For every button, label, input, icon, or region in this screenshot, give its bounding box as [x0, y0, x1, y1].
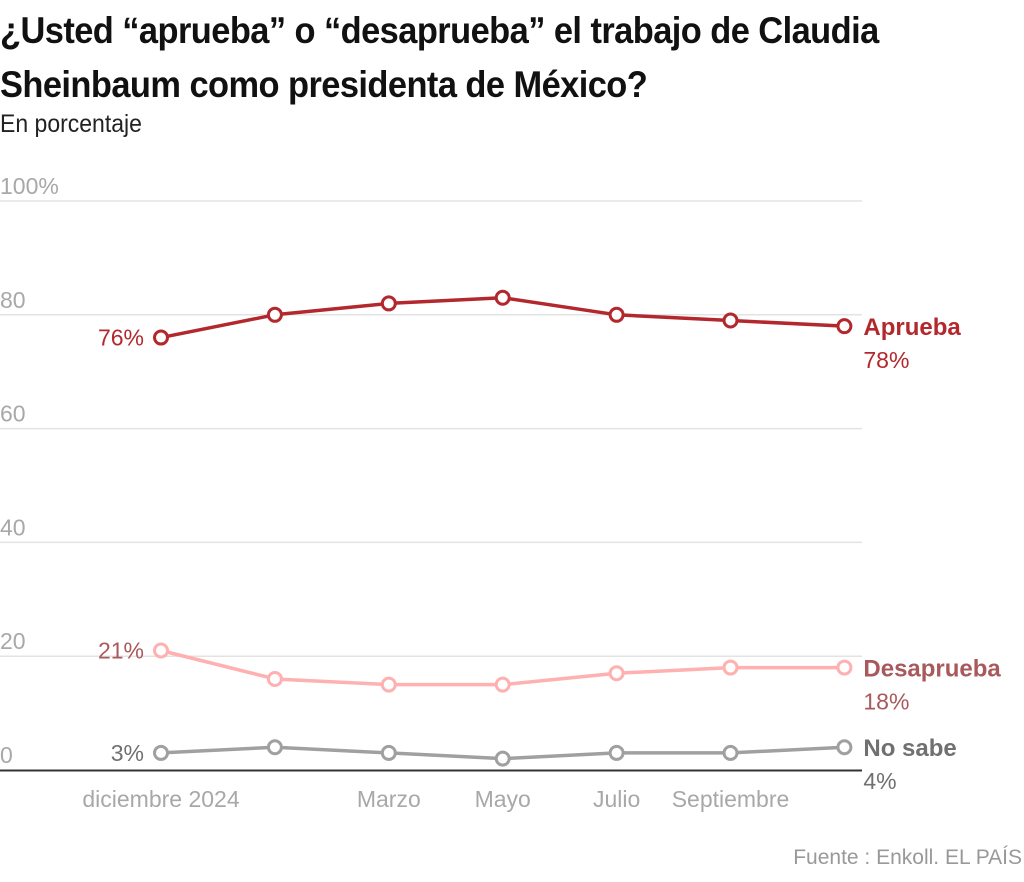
data-point — [380, 295, 397, 312]
first-value-label: 76% — [98, 325, 144, 351]
data-point — [722, 312, 739, 329]
x-tick-label: Mayo — [475, 786, 531, 812]
data-point — [153, 329, 169, 346]
data-point — [836, 318, 853, 335]
data-point — [836, 739, 853, 756]
series-group: 76% Aprueba 78% 21% Desaprueba 18% 3% No sabe 4% — [98, 289, 1001, 794]
chart-title-line-1: ¿Usted “aprueba” o “desaprueba” el traba… — [0, 10, 879, 51]
data-point — [153, 744, 169, 761]
chart-subtitle: En porcentaje — [0, 110, 142, 138]
data-point — [266, 306, 283, 323]
y-tick-label: 40 — [0, 514, 26, 540]
data-point — [494, 676, 511, 693]
data-point — [494, 750, 511, 767]
y-tick-label: 60 — [0, 401, 26, 427]
data-point — [380, 676, 397, 693]
y-tick-label: 0 — [0, 742, 13, 768]
last-value-label: 78% — [863, 347, 909, 373]
series-aprueba: 76% Aprueba 78% — [98, 289, 961, 373]
data-point — [380, 744, 397, 761]
x-axis-tick-labels: diciembre 2024 Marzo Mayo Julio Septiembre — [82, 786, 789, 812]
x-tick-label: Julio — [593, 786, 640, 812]
data-point — [153, 642, 169, 659]
y-tick-label: 20 — [0, 628, 26, 654]
series-no-sabe: 3% No sabe 4% — [111, 735, 957, 794]
chart-title: ¿Usted “aprueba” o “desaprueba” el traba… — [0, 4, 952, 112]
source-note: Fuente : Enkoll. EL PAÍS — [793, 846, 1022, 869]
y-tick-label: 100% — [0, 173, 59, 199]
y-axis-tick-labels: 0 20 40 60 80 100% — [0, 173, 59, 768]
data-point — [608, 665, 625, 682]
chart-title-line-2: Sheinbaum como presidenta de México? — [0, 64, 648, 105]
series-name-label: No sabe — [863, 735, 956, 762]
data-point — [608, 744, 625, 761]
data-point — [722, 659, 739, 676]
gridlines — [0, 200, 862, 772]
last-value-label: 4% — [863, 768, 896, 794]
data-point — [608, 306, 625, 323]
series-name-label: Desaprueba — [863, 656, 1001, 683]
first-value-label: 3% — [111, 740, 144, 766]
last-value-label: 18% — [863, 689, 909, 715]
data-point — [836, 659, 853, 676]
series-name-label: Aprueba — [863, 314, 961, 341]
y-tick-label: 80 — [0, 287, 26, 313]
data-point — [722, 744, 739, 761]
data-point — [494, 289, 511, 306]
data-point — [266, 739, 283, 756]
first-value-label: 21% — [98, 638, 144, 664]
x-tick-label: diciembre 2024 — [82, 786, 239, 812]
series-desaprueba: 21% Desaprueba 18% — [98, 638, 1001, 715]
x-tick-label: Marzo — [357, 786, 421, 812]
x-tick-label: Septiembre — [672, 786, 790, 812]
data-point — [266, 670, 283, 687]
